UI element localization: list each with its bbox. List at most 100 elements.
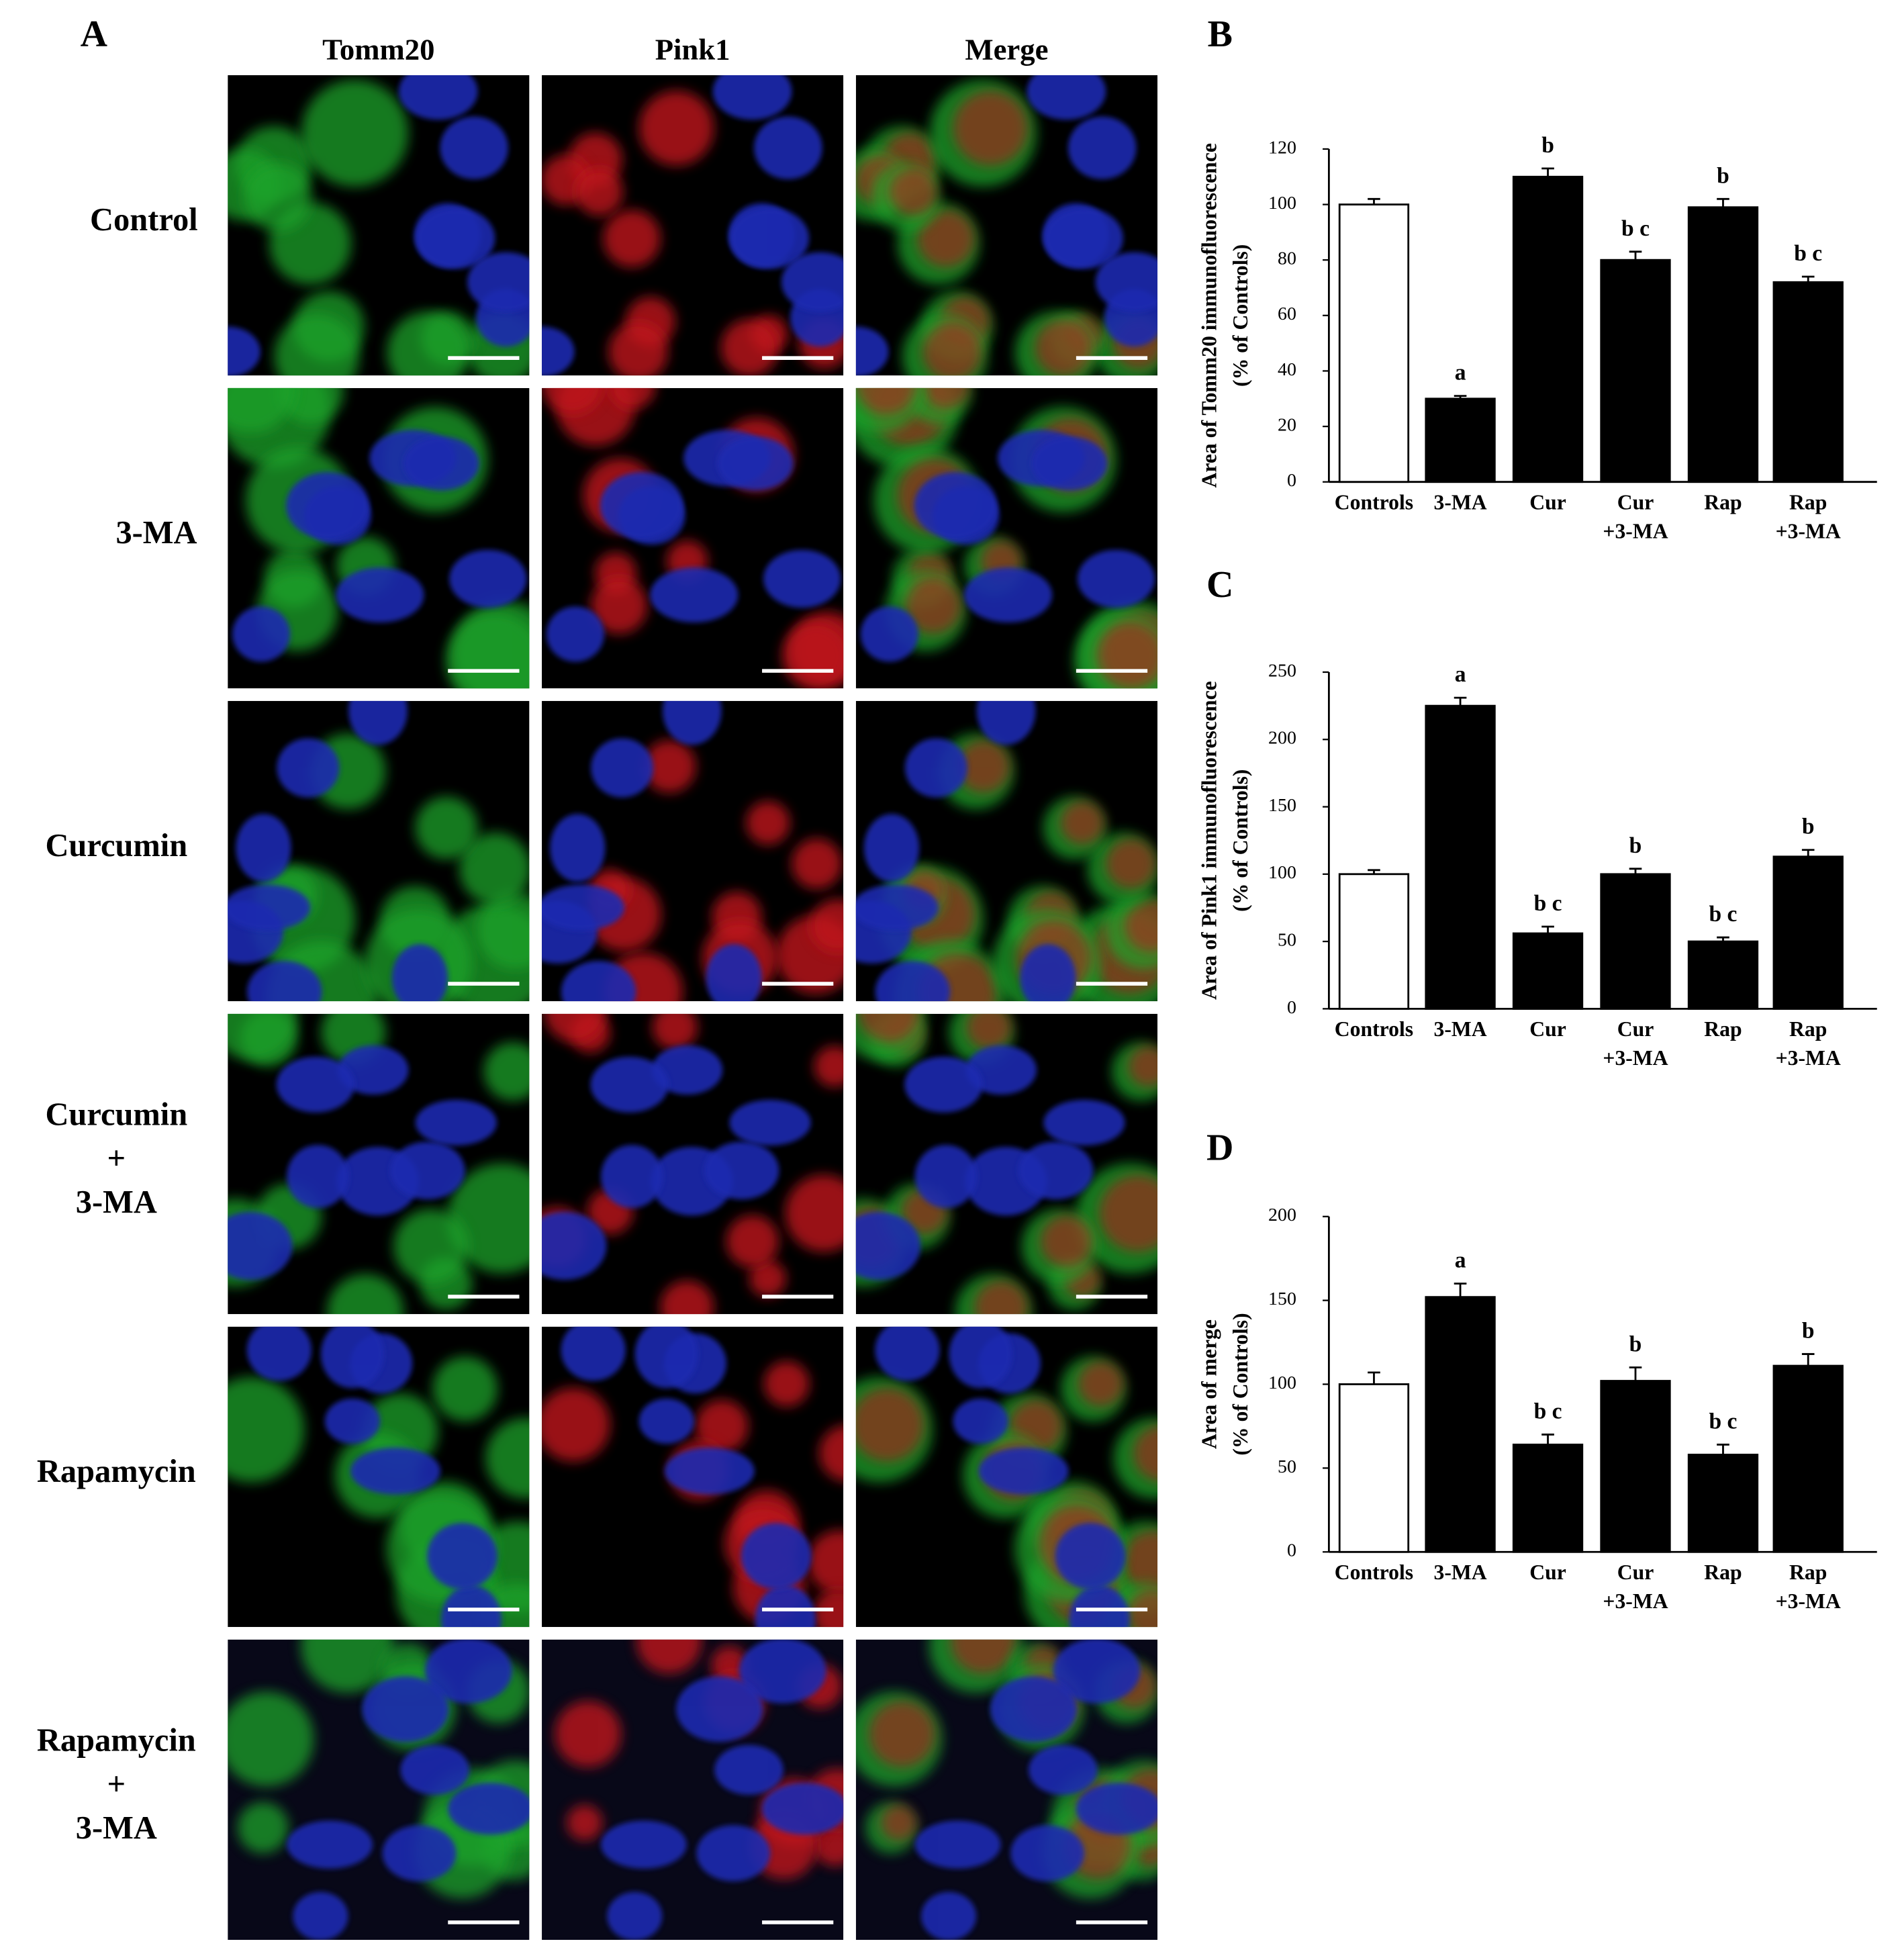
nucleus [1055,1523,1126,1589]
x-tick-label: +3-MA [1776,519,1841,543]
x-tick-label: Rap [1789,491,1827,514]
nucleus [781,252,844,312]
tomm20-signal [393,1209,469,1284]
nucleus [1018,1141,1094,1200]
micrograph [855,700,1158,1002]
nucleus [741,1523,812,1589]
nucleus [600,472,683,539]
y-axis-title: Area of merge [1197,1319,1221,1449]
bar [1425,1296,1496,1553]
y-tick-label: 0 [1287,470,1296,491]
y-tick-label: 150 [1268,1289,1296,1309]
pink1-signal [1105,838,1157,889]
tomm20-signal [432,1356,498,1421]
pink1-signal [1121,1530,1158,1595]
tomm20-signal [446,612,530,689]
pink1-signal [890,168,937,216]
nucleus [427,1523,497,1589]
y-tick-label: 0 [1287,1540,1296,1561]
x-tick-label: +3-MA [1603,1046,1668,1070]
micrograph [542,1326,844,1628]
nucleus [914,472,998,539]
tomm20-signal [228,1691,314,1787]
pink1-signal [1035,319,1093,376]
nucleus [650,567,739,623]
nucleus [976,700,1036,745]
tomm20-signal [228,1376,305,1483]
nucleus [246,961,322,1002]
nucleus [448,1783,530,1835]
pink1-signal [660,1280,714,1315]
pink1-signal [957,740,1010,793]
nucleus [1043,1099,1125,1146]
row-label: 3-MA [115,515,197,551]
micrograph [542,700,844,1002]
tomm20-signal [237,1802,289,1854]
significance-label: b [1802,814,1815,839]
nucleus [863,814,920,882]
nucleus [467,252,530,312]
y-axis-title: (% of Controls) [1229,1313,1252,1455]
panel-label: C [1206,564,1233,606]
pink1-signal [922,322,982,376]
nucleus [287,1820,373,1869]
nucleus [730,207,810,269]
y-tick-label: 50 [1278,930,1296,951]
micrograph [228,1013,530,1315]
significance-label: a [1455,361,1466,385]
nucleus [1069,1585,1130,1628]
nucleus [600,1820,687,1869]
y-axis-title: (% of Controls) [1229,244,1252,387]
nucleus [362,1676,449,1742]
x-tick-label: Cur [1529,1560,1566,1584]
pink1-signal [1078,1361,1124,1407]
nucleus [875,1326,940,1381]
y-axis-title: (% of Controls) [1229,769,1252,912]
nucleus [276,1056,355,1113]
tomm20-signal [274,314,359,376]
tomm20-signal [477,892,530,969]
nucleus [949,1326,1012,1389]
nucleus [415,1099,497,1146]
significance-label: b [1802,1319,1815,1344]
bar [1338,1383,1410,1553]
nucleus [591,738,654,798]
nucleus [277,738,340,798]
pink1-signal [966,1013,1012,1050]
nucleus [336,567,424,623]
bar [1512,1444,1584,1553]
nucleus [1010,1825,1085,1881]
bar [1600,1380,1671,1553]
panel-label: B [1208,13,1233,55]
nucleus [600,1145,663,1209]
nucleus [246,1326,312,1381]
pink1-signal [749,1260,786,1297]
nucleus [761,1783,844,1835]
micrograph [542,387,844,689]
pink1-signal [603,209,661,267]
pink1-signal [609,387,656,410]
x-tick-label: +3-MA [1776,1046,1841,1070]
y-tick-label: 80 [1278,248,1296,269]
micrograph [228,75,530,376]
nucleus [739,1639,826,1704]
pink1-signal [542,387,604,415]
tomm20-signal [387,312,469,376]
nucleus [561,961,636,1002]
nucleus [285,472,369,539]
significance-label: b c [1621,216,1650,241]
nucleus [550,814,606,882]
nucleus [400,1744,469,1795]
nucleus [664,1447,755,1495]
tomm20-signal [228,387,295,433]
micrograph [855,1639,1158,1941]
nucleus [403,436,479,491]
nucleus [978,1447,1069,1495]
x-tick-label: Cur [1529,491,1566,514]
significance-label: b [1541,133,1554,158]
pink1-signal [917,209,975,267]
x-tick-label: Controls [1335,491,1413,514]
bar [1772,1364,1844,1553]
significance-label: b c [1534,1399,1562,1424]
pink1-signal [807,1530,844,1595]
